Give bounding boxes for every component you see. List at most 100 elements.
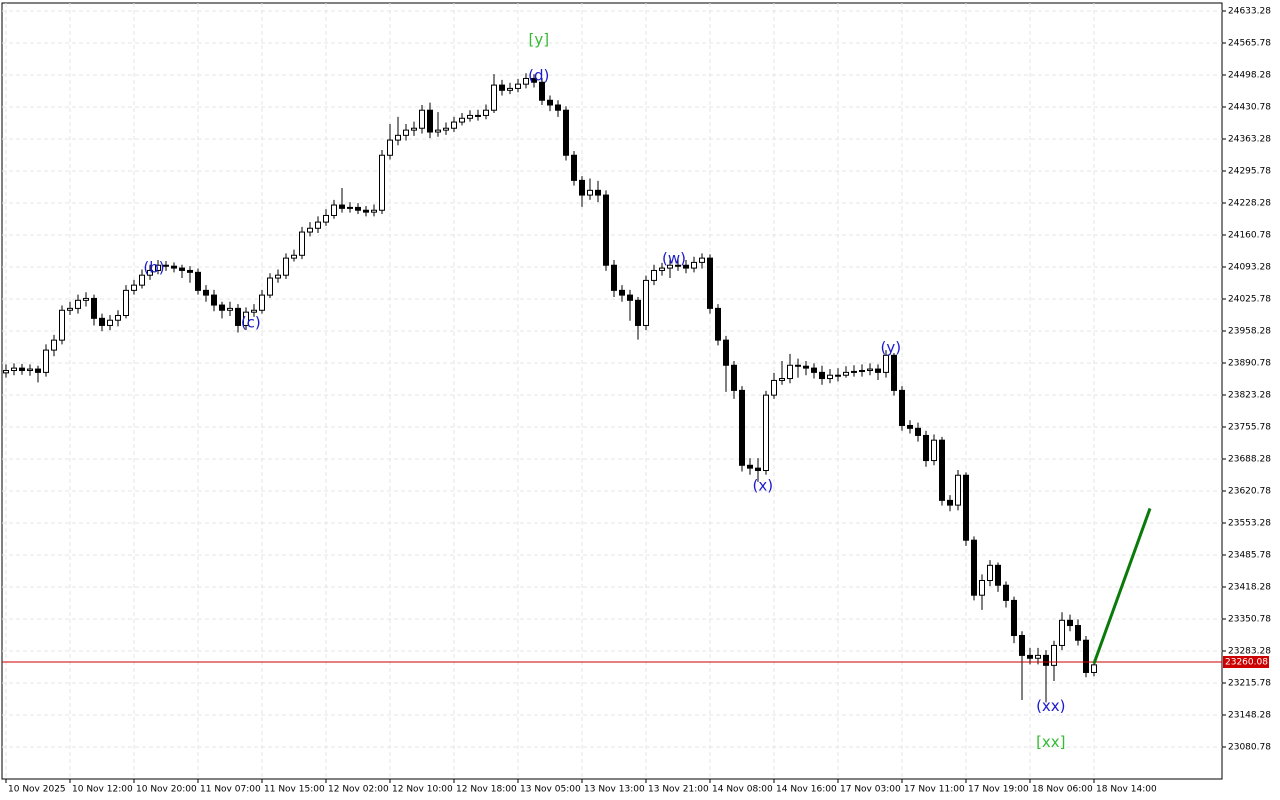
y-tick-label: 24093.28 — [1228, 263, 1271, 273]
candle-body — [1011, 599, 1017, 636]
candle-body — [947, 499, 953, 506]
x-tick-label: 17 Nov 19:00 — [968, 785, 1029, 795]
candle-body — [1027, 654, 1033, 659]
x-tick-label: 13 Nov 21:00 — [648, 785, 709, 795]
candle-body — [859, 369, 865, 372]
candle-body — [347, 206, 353, 209]
candle-body — [443, 127, 449, 131]
candle-body — [931, 439, 937, 462]
plot-frame — [1, 2, 1223, 780]
y-tick-label: 23755.78 — [1228, 423, 1271, 433]
wave-label: [y] — [529, 31, 550, 49]
candle-body — [603, 194, 609, 266]
candle-body — [211, 294, 217, 306]
y-tick-label: 24498.28 — [1228, 71, 1271, 81]
x-tick-label: 10 Nov 20:00 — [136, 785, 197, 795]
candle-body — [579, 179, 585, 196]
candle-body — [899, 389, 905, 426]
candle-body — [19, 367, 25, 371]
y-tick-label: 23485.78 — [1228, 551, 1271, 561]
candle-body — [795, 364, 801, 367]
candle-body — [1051, 644, 1057, 666]
candle-body — [187, 269, 193, 273]
candle-body — [731, 364, 737, 391]
candle-body — [267, 277, 273, 296]
candle-body — [619, 289, 625, 296]
candle-body — [835, 374, 841, 377]
y-tick-label: 24363.28 — [1228, 135, 1271, 145]
candle-body — [355, 206, 361, 211]
x-tick-label: 12 Nov 02:00 — [328, 785, 389, 795]
y-tick-label: 24228.28 — [1228, 199, 1271, 209]
candle-body — [43, 349, 49, 373]
candle-body — [171, 265, 177, 269]
candle-body — [587, 189, 593, 196]
candle-body — [115, 314, 121, 321]
candle-body — [875, 368, 881, 373]
candle-body — [995, 564, 1001, 586]
candle-body — [515, 83, 521, 89]
y-tick-label: 23890.78 — [1228, 359, 1271, 369]
candle-body — [571, 154, 577, 181]
candle-body — [35, 368, 41, 373]
candle-body — [771, 379, 777, 396]
candle-body — [283, 257, 289, 276]
candle-body — [723, 339, 729, 366]
candle-body — [891, 354, 897, 391]
candle-body — [483, 109, 489, 116]
candle-body — [1003, 584, 1009, 601]
y-tick-label: 24025.78 — [1228, 295, 1271, 305]
candle-body — [867, 368, 873, 371]
candle-body — [123, 289, 129, 316]
candle-body — [611, 264, 617, 291]
x-tick-label: 14 Nov 16:00 — [776, 785, 837, 795]
candle-body — [307, 227, 313, 233]
candle-body — [963, 474, 969, 541]
y-tick-label: 23148.28 — [1228, 711, 1271, 721]
x-tick-label: 17 Nov 03:00 — [840, 785, 901, 795]
candle-body — [883, 354, 889, 373]
candle-body — [395, 134, 401, 141]
candle-body — [827, 374, 833, 380]
x-tick-label: 13 Nov 05:00 — [520, 785, 581, 795]
wave-label: (b) — [143, 259, 164, 277]
x-tick-label: 10 Nov 2025 — [8, 785, 66, 795]
candle-body — [219, 304, 225, 311]
candle-body — [707, 257, 713, 309]
candle-body — [259, 294, 265, 311]
candle-body — [683, 264, 689, 269]
candle-body — [1019, 634, 1025, 656]
y-tick-label: 23350.78 — [1228, 615, 1271, 625]
candle-body — [499, 84, 505, 91]
candle-body — [379, 154, 385, 211]
candle-body — [435, 129, 441, 133]
candle-body — [563, 109, 569, 156]
forecast-line — [1092, 507, 1152, 664]
candle-body — [163, 264, 169, 267]
wave-label: (xx) — [1036, 697, 1065, 715]
wave-label: [xx] — [1036, 733, 1065, 751]
candle-body — [659, 267, 665, 271]
candle-body — [331, 204, 337, 216]
candle-body — [507, 87, 513, 91]
candle-body — [339, 204, 345, 209]
candle-body — [475, 114, 481, 117]
candle-body — [1067, 619, 1073, 627]
candle-body — [755, 467, 761, 472]
x-tick-label: 14 Nov 08:00 — [712, 785, 773, 795]
candle-body — [363, 209, 369, 213]
y-tick-label: 24430.78 — [1228, 103, 1271, 113]
candle-body — [3, 369, 9, 374]
candle-body — [403, 129, 409, 136]
x-tick-label: 10 Nov 12:00 — [72, 785, 133, 795]
candle-body — [155, 264, 161, 271]
y-tick-label: 23688.28 — [1228, 455, 1271, 465]
candle-body — [1043, 654, 1049, 666]
candle-body — [235, 307, 241, 326]
y-tick-label: 23823.28 — [1228, 391, 1271, 401]
candle-body — [83, 297, 89, 301]
candle-body — [955, 474, 961, 506]
last-price-label: 23260.08 — [1225, 657, 1268, 667]
y-tick-label: 24160.78 — [1228, 231, 1271, 241]
candle-body — [371, 209, 377, 213]
